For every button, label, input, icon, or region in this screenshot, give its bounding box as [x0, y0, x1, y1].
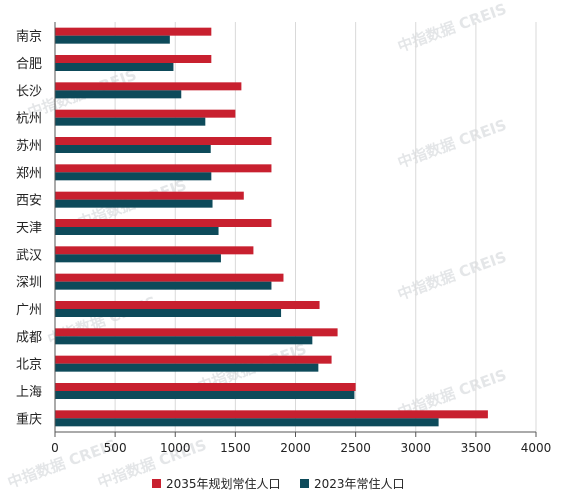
bar-actual-2023 — [55, 172, 212, 181]
bar-plan-2035 — [55, 410, 488, 419]
category-label: 武汉 — [16, 248, 42, 263]
bar-plan-2035 — [55, 273, 284, 282]
x-tick-label: 3500 — [461, 441, 492, 455]
bar-actual-2023 — [55, 90, 182, 99]
watermark-text: 中指数据 CREIS — [395, 248, 509, 304]
x-tick-label: 4000 — [521, 441, 552, 455]
category-label: 成都 — [16, 330, 42, 345]
bar-actual-2023 — [55, 309, 282, 317]
x-tick-label: 3000 — [400, 441, 431, 455]
bar-actual-2023 — [55, 63, 174, 71]
bar-plan-2035 — [55, 301, 320, 309]
bars — [55, 27, 488, 427]
bar-actual-2023 — [55, 254, 221, 263]
bar-actual-2023 — [55, 145, 211, 153]
watermark-text: 中指数据 CREIS — [395, 116, 509, 172]
bar-plan-2035 — [55, 109, 236, 118]
bar-actual-2023 — [55, 199, 213, 208]
x-tick-label: 500 — [104, 441, 127, 455]
bar-plan-2035 — [55, 137, 272, 145]
legend-swatch — [152, 479, 161, 488]
x-tick-label: 1000 — [160, 441, 191, 455]
category-label: 重庆 — [16, 411, 42, 427]
bar-plan-2035 — [55, 164, 272, 173]
bar-plan-2035 — [55, 191, 244, 200]
category-label: 苏州 — [16, 138, 42, 154]
bar-plan-2035 — [55, 383, 356, 391]
bar-actual-2023 — [55, 281, 272, 290]
bar-plan-2035 — [55, 355, 332, 364]
bar-actual-2023 — [55, 117, 206, 126]
category-label: 南京 — [16, 29, 42, 45]
bar-plan-2035 — [55, 27, 212, 36]
category-label: 合肥 — [16, 57, 42, 72]
legend-swatch — [300, 479, 309, 488]
category-label: 深圳 — [16, 276, 42, 291]
x-axis: 0 500 1000 1500 2000 2500 3000 3500 4000 — [51, 22, 551, 455]
bar-actual-2023 — [55, 336, 313, 345]
bar-plan-2035 — [55, 328, 338, 337]
bar-actual-2023 — [55, 227, 219, 235]
bar-plan-2035 — [55, 82, 242, 91]
legend-label: 2035年规划常住人口 — [166, 476, 281, 491]
watermark-text: 中指数据 CREIS — [395, 0, 509, 56]
bar-actual-2023 — [55, 391, 355, 399]
category-label: 北京 — [16, 358, 42, 373]
category-label: 天津 — [16, 221, 42, 236]
bar-plan-2035 — [55, 219, 272, 227]
bar-actual-2023 — [55, 363, 319, 372]
bar-actual-2023 — [55, 418, 439, 427]
legend: 2035年规划常住人口 2023年常住人口 — [152, 476, 405, 491]
category-label: 广州 — [16, 303, 42, 318]
x-tick-label: 1500 — [220, 441, 251, 455]
bar-plan-2035 — [55, 55, 212, 63]
category-label: 西安 — [16, 194, 42, 209]
x-tick-label: 0 — [51, 441, 59, 455]
bar-plan-2035 — [55, 246, 254, 255]
category-label: 长沙 — [16, 84, 42, 99]
legend-label: 2023年常住人口 — [314, 477, 405, 491]
category-label: 上海 — [16, 385, 42, 400]
category-label: 杭州 — [16, 112, 42, 127]
x-tick-label: 2000 — [280, 441, 311, 455]
x-tick-label: 2500 — [340, 441, 371, 455]
bar-actual-2023 — [55, 35, 170, 44]
category-label: 郑州 — [16, 166, 42, 181]
